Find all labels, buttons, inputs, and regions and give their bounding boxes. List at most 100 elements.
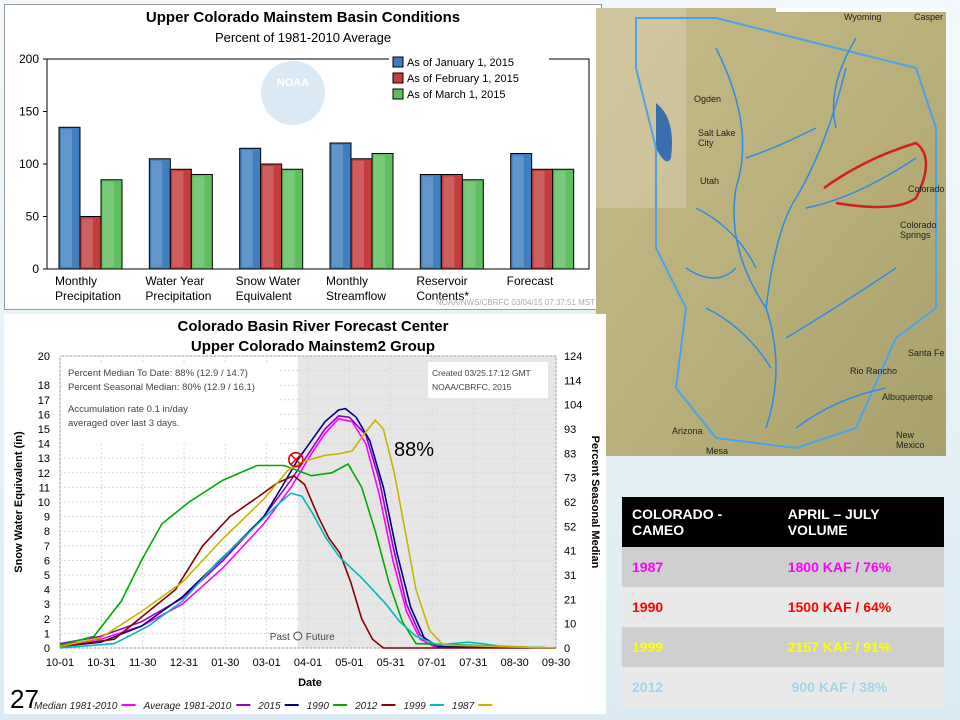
bar <box>190 174 213 270</box>
line-x-tick-label: 09-30 <box>542 657 570 669</box>
line-y-right-tick-label: 0 <box>564 643 570 655</box>
created-text: Created 03/25.17:12 GMT <box>432 368 531 378</box>
line-chart-plot: 10-01 10-31 11-30 12-31 01-30 03-01 04-01 05-01… <box>13 351 601 712</box>
table-row: 2012 900 KAF / 38% <box>622 667 944 707</box>
bar <box>371 153 394 270</box>
clock-icon <box>293 631 303 641</box>
table-cell-volume: 1800 KAF / 76% <box>777 547 944 587</box>
legend-label: Average 1981-2010 <box>143 701 232 712</box>
bar <box>100 179 123 270</box>
bar-y-tick-label: 50 <box>26 210 40 224</box>
legend-label: 1990 <box>307 701 330 712</box>
map-graphic <box>596 8 946 456</box>
bar-category-label: Forecast <box>507 274 554 288</box>
created-box <box>428 362 548 398</box>
bar-category-label: Reservoir <box>416 274 467 288</box>
bar-chart-footer: NOAA/NWS/CBRFC 03/04/15 07:37:51 MST <box>436 298 595 307</box>
bar-category-label: Streamflow <box>326 289 386 303</box>
bar-legend-swatch <box>392 72 404 84</box>
series-line <box>59 474 556 649</box>
line-y-label: Snow Water Equivalent (in) <box>13 431 25 573</box>
legend-label: 1999 <box>404 701 427 712</box>
line-x-tick-label: 08-30 <box>501 657 529 669</box>
line-x-tick-label: 07-31 <box>459 657 487 669</box>
bar-legend-label: As of March 1, 2015 <box>407 89 505 101</box>
bar-highlight <box>512 155 524 267</box>
line-y-tick-label: 14 <box>38 439 50 451</box>
line-x-tick-label: 10-31 <box>87 657 115 669</box>
line-x-tick-label: 04-01 <box>294 657 322 669</box>
table-header-station: COLORADO - CAMEO <box>622 497 778 547</box>
current-swe-marker <box>288 451 304 468</box>
percent-annotation: 88% <box>394 439 434 461</box>
line-y-tick-label: 13 <box>38 453 50 465</box>
line-y-tick-label: 15 <box>38 424 50 436</box>
line-x-tick-label: 11-30 <box>129 657 156 669</box>
bar-highlight <box>554 171 566 267</box>
line-x-tick-label: 05-31 <box>377 657 405 669</box>
bar-highlight <box>151 160 163 267</box>
bar-highlight <box>533 171 545 267</box>
line-y-right-tick-label: 124 <box>564 351 582 363</box>
past-label: Past <box>270 632 290 643</box>
table-cell-year: 1990 <box>622 587 778 627</box>
created-text: NOAA/CBRFC, 2015 <box>432 382 512 392</box>
series-line <box>59 492 557 649</box>
bar-highlight <box>283 171 295 267</box>
bar-highlight <box>103 181 114 267</box>
map-label-mesa: Mesa <box>706 446 729 456</box>
series-line <box>59 407 557 649</box>
map-label-santa-fe: Santa Fe <box>908 348 945 358</box>
line-y-right-tick-label: 10 <box>564 619 576 631</box>
line-y-right-tick-label: 52 <box>564 521 576 533</box>
bar-legend-label: As of January 1, 2015 <box>407 57 514 69</box>
line-chart-subtitle: Upper Colorado Mainstem2 Group <box>190 338 436 355</box>
map-label-albuquerque: Albuquerque <box>882 392 934 402</box>
map-label-arizona: Arizona <box>672 426 703 436</box>
bar-highlight <box>241 150 253 267</box>
line-y-right-tick-label: 62 <box>564 497 576 509</box>
slide-number: 27 <box>10 684 39 714</box>
line-x-tick-label: 10-01 <box>46 657 74 669</box>
bar-chart-subtitle: Percent of 1981-2010 Average <box>214 30 392 45</box>
line-y-tick-label: 17 <box>38 395 50 407</box>
bar-category-label: Water Year <box>145 274 204 288</box>
line-y-tick-label: 3 <box>44 599 50 611</box>
line-x-tick-label: 01-30 <box>211 657 239 669</box>
map-label-utah: Utah <box>700 176 720 186</box>
line-x-tick-label: 05-01 <box>335 657 363 669</box>
map-label-colorado-springs: Colorado Springs <box>900 220 937 240</box>
table-cell-year: 1987 <box>622 547 778 587</box>
line-y-right-tick-label: 73 <box>564 473 576 485</box>
bar <box>552 168 575 270</box>
line-y-tick-label: 1 <box>44 628 50 640</box>
line-y-tick-label: 4 <box>44 585 50 597</box>
line-y-tick-label: 16 <box>38 409 50 421</box>
map-label-rio-rancho: Rio Rancho <box>850 366 898 376</box>
noaa-watermark-text: NOAA <box>277 77 309 89</box>
volume-table: COLORADO - CAMEO APRIL – JULY VOLUME 198… <box>622 497 944 707</box>
bar-legend-swatch <box>392 56 404 68</box>
note-text: Accumulation rate 0.1 in/day <box>68 404 188 415</box>
bar-category-label: Monthly <box>326 274 368 288</box>
bar-highlight <box>82 218 93 267</box>
bar-category-label: Precipitation <box>145 289 211 303</box>
table-row: 1990 1500 KAF / 64% <box>622 587 944 627</box>
bar-category-label: Monthly <box>55 274 97 288</box>
table-header-row: COLORADO - CAMEO APRIL – JULY VOLUME <box>622 497 944 547</box>
line-y-right-tick-label: 83 <box>564 448 576 460</box>
line-y-right-tick-label: 21 <box>564 594 576 606</box>
line-y-tick-label: 11 <box>39 482 50 494</box>
line-y-right-tick-label: 114 <box>564 375 582 387</box>
bar-category-label: Precipitation <box>55 289 121 303</box>
note-text: Percent Median To Date: 88% (12.9 / 14.7… <box>68 368 248 379</box>
table-header-volume: APRIL – JULY VOLUME <box>777 497 944 547</box>
line-y-tick-label: 6 <box>44 555 50 567</box>
table-cell-volume: 900 KAF / 38% <box>777 667 944 707</box>
line-y-tick-label: 8 <box>44 526 50 538</box>
bar-highlight <box>353 160 364 267</box>
bar-highlight <box>374 155 385 267</box>
bar-category-label: Equivalent <box>236 289 293 303</box>
series-line <box>59 418 557 649</box>
series-line <box>59 417 557 649</box>
